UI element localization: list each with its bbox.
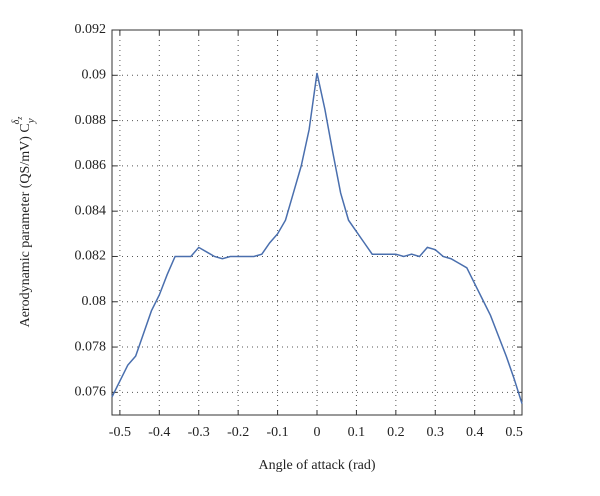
- y-tick-label: 0.09: [82, 68, 107, 83]
- x-tick-label: -0.4: [148, 425, 170, 440]
- x-tick-label: -0.5: [109, 425, 131, 440]
- x-tick-label: 0.1: [348, 425, 366, 440]
- y-tick-label: 0.076: [75, 385, 107, 400]
- y-tick-label: 0.086: [75, 158, 107, 173]
- x-tick-label: -0.1: [266, 425, 288, 440]
- x-axis-label: Angle of attack (rad): [259, 458, 376, 473]
- y-label-text: Aerodynamic parameter (QS/mV) C: [18, 123, 33, 327]
- y-axis-label: Aerodynamic parameter (QS/mV) Cyδz: [11, 116, 36, 328]
- y-label-sup: δ: [11, 119, 22, 124]
- x-tick-label: 0.3: [427, 425, 445, 440]
- x-tick-label: -0.2: [227, 425, 249, 440]
- y-label-sub: y: [25, 118, 37, 124]
- data-line: [111, 72, 523, 404]
- y-tick-label: 0.082: [75, 249, 107, 264]
- y-tick-label: 0.088: [75, 113, 107, 128]
- x-tick-label: -0.3: [188, 425, 210, 440]
- y-tick-label: 0.092: [75, 22, 107, 37]
- plot-frame: [111, 29, 523, 416]
- x-tick-label: 0: [314, 425, 321, 440]
- x-tick-label: 0.5: [505, 425, 523, 440]
- x-tick-label: 0.4: [466, 425, 484, 440]
- y-tick-label: 0.08: [82, 294, 107, 309]
- y-tick-label: 0.084: [75, 203, 107, 218]
- x-tick-label: 0.2: [387, 425, 405, 440]
- y-label-sup-sub: z: [15, 116, 24, 121]
- y-tick-label: 0.078: [75, 339, 107, 354]
